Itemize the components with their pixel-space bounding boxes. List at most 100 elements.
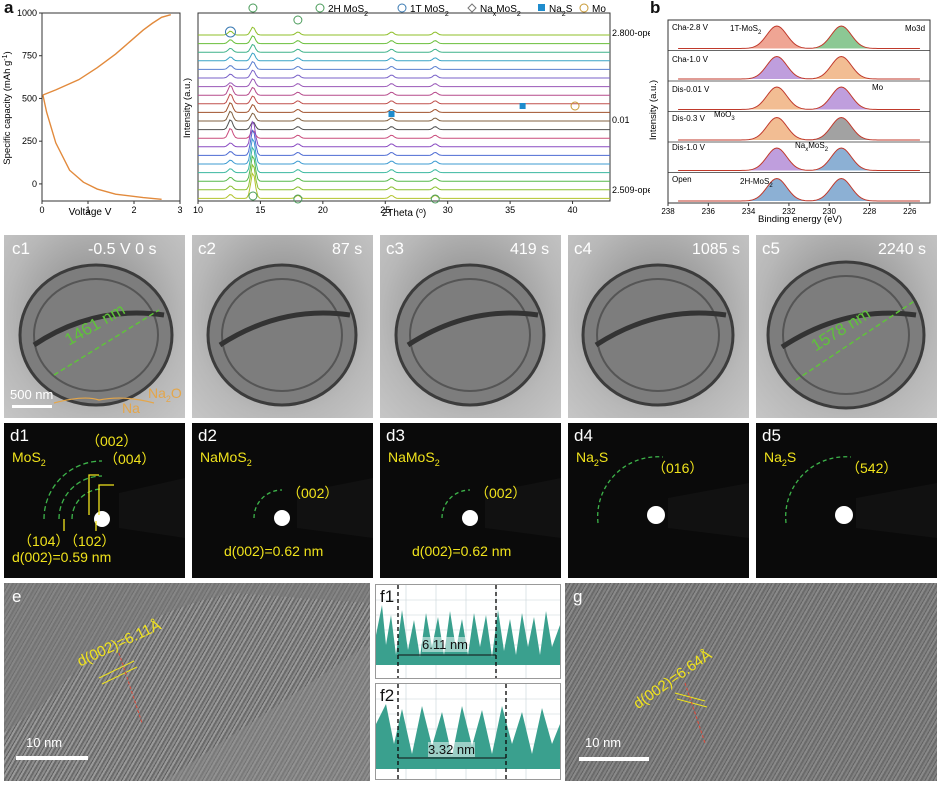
xrd-pattern bbox=[198, 110, 610, 122]
row-label-cha10: Cha-1.0 V bbox=[672, 55, 709, 64]
xps-peak bbox=[678, 87, 920, 110]
y-tick-label: 1000 bbox=[17, 8, 37, 18]
tem-image-c4: c4 1085 s bbox=[568, 235, 749, 418]
xps-peak bbox=[678, 178, 920, 201]
xps-peak bbox=[678, 117, 920, 140]
label-2509-open: 2.509-open bbox=[612, 185, 650, 195]
xrd-pattern bbox=[198, 137, 610, 165]
panel-label-c2: c2 bbox=[198, 239, 216, 258]
xrd-pattern bbox=[198, 43, 610, 53]
ring-002-d2: （002） bbox=[287, 485, 339, 501]
row-label-dis03: Dis-0.3 V bbox=[672, 114, 706, 123]
x-tick-label: 20 bbox=[318, 205, 328, 215]
ring-002-d3: （002） bbox=[475, 485, 527, 501]
panel-label-f1: f1 bbox=[380, 587, 395, 606]
title-d4: Na2S bbox=[576, 449, 609, 468]
legend-mo-icon bbox=[579, 3, 589, 13]
x-tick-label: 232 bbox=[782, 207, 796, 216]
row-label-cha28: Cha-2.8 V bbox=[672, 23, 709, 32]
x-tick-label: 226 bbox=[903, 207, 917, 216]
x-tick-label: 230 bbox=[823, 207, 837, 216]
annot-2h-mos2: 2H-MoS2 bbox=[740, 177, 773, 189]
xps-fit bbox=[678, 116, 920, 141]
panel-label-d3: d3 bbox=[386, 426, 405, 445]
time-label-c5: 2240 s bbox=[878, 241, 927, 258]
xps-peak bbox=[678, 148, 920, 171]
profile-plot bbox=[376, 585, 560, 678]
annot-moo: MoO3 bbox=[714, 110, 735, 122]
xps-fit bbox=[678, 55, 920, 80]
xrd-pattern bbox=[198, 119, 610, 131]
xps-fit bbox=[678, 86, 920, 110]
y-axis-label: Intensity (a.u.) bbox=[648, 80, 659, 140]
diffraction-rings bbox=[253, 478, 373, 538]
xps-spectra bbox=[668, 25, 930, 202]
particle-outline bbox=[766, 260, 926, 410]
annot-mo3d: Mo3d bbox=[905, 24, 925, 33]
xrd-pattern bbox=[198, 26, 610, 36]
panel-label-c1: c1 bbox=[12, 239, 30, 258]
xps-chart: 238 236 234 232 230 228 226 Binding energy (eV… bbox=[648, 19, 931, 225]
ring-004-d1: （004） bbox=[104, 451, 156, 467]
line-profile-f1: f1 6.11 nm bbox=[375, 584, 561, 679]
ring-016-d4: （016） bbox=[652, 460, 704, 476]
panel-label-b: b bbox=[650, 0, 661, 17]
d-spacing-d1: d(002)=0.59 nm bbox=[12, 549, 112, 565]
row-label-dis10: Dis-1.0 V bbox=[672, 143, 706, 152]
scale-bar-g: 10 nm bbox=[585, 735, 622, 750]
x-tick-label: 3 bbox=[177, 205, 182, 215]
xps-peak bbox=[678, 26, 920, 49]
particle-outline bbox=[12, 263, 174, 408]
legend-2h: 2H MoS2 bbox=[328, 4, 368, 18]
x-tick-label: 236 bbox=[702, 207, 716, 216]
xrd-pattern bbox=[198, 61, 610, 70]
y-ticks: 0 250 500 750 1000 bbox=[17, 8, 42, 189]
x-axis-label: Voltage V bbox=[69, 207, 112, 218]
xrd-pattern bbox=[198, 93, 610, 105]
marker-2h-icon bbox=[293, 15, 303, 25]
plot-frame bbox=[197, 12, 611, 202]
diffraction-rings bbox=[785, 456, 937, 538]
y-tick-label: 250 bbox=[22, 136, 37, 146]
ring-002-d1: （002） bbox=[86, 433, 138, 449]
time-label-c1: -0.5 V 0 s bbox=[88, 241, 157, 258]
xps-peak bbox=[678, 56, 920, 79]
x-tick-label: 35 bbox=[505, 205, 515, 215]
xrd-pattern bbox=[198, 172, 610, 199]
title-d1: MoS2 bbox=[12, 449, 46, 468]
xps-fit bbox=[678, 25, 920, 49]
x-tick-label: 228 bbox=[863, 207, 877, 216]
xrd-legend: 2H MoS2 1T MoS2 NaxMoS2 Na2S Mo bbox=[315, 3, 606, 18]
x-axis-label: Binding energy (eV) bbox=[758, 214, 842, 225]
measure-f1: 6.11 nm bbox=[422, 637, 469, 652]
panel-label-a: a bbox=[4, 0, 14, 17]
label-001: 0.01 bbox=[612, 115, 630, 125]
particle-outline bbox=[206, 263, 358, 407]
hrtem-image-g: g d(002)=6.64Å 10 nm bbox=[565, 583, 937, 781]
x-tick-label: 234 bbox=[742, 207, 756, 216]
x-ticks: 238 236 234 232 230 228 226 bbox=[661, 203, 917, 216]
panel-label-c3: c3 bbox=[386, 239, 404, 258]
panel-label-c5: c5 bbox=[762, 239, 780, 258]
scale-bar-c1: 500 nm bbox=[10, 387, 54, 402]
y-axis-label: Intensity (a.u.) bbox=[182, 78, 193, 138]
tem-image-c3: c3 419 s bbox=[380, 235, 561, 418]
panel-label-g: g bbox=[573, 587, 583, 606]
y-tick-label: 750 bbox=[22, 51, 37, 61]
label-2800-open: 2.800-open bbox=[612, 28, 650, 38]
tem-image-c2: c2 87 s bbox=[192, 235, 373, 418]
particle-outline bbox=[394, 263, 546, 407]
x-axis-label: 2Theta (o) bbox=[382, 208, 427, 220]
label-na2o: Na2O bbox=[148, 385, 182, 404]
x-tick-label: 1 bbox=[85, 205, 90, 215]
x-tick-label: 0 bbox=[39, 205, 44, 215]
ring-104-d1: （104） bbox=[18, 533, 70, 549]
panel-label-c4: c4 bbox=[574, 239, 592, 258]
tem-image-c5: c5 2240 s 1578 nm bbox=[756, 235, 937, 418]
hrtem-overlay bbox=[4, 583, 370, 781]
scale-bar-e: 10 nm bbox=[26, 735, 63, 750]
xrd-pattern bbox=[198, 102, 610, 113]
saed-pattern-d3: d3 NaMoS2 （002） d(002)=0.62 nm bbox=[380, 423, 561, 578]
xps-fit bbox=[678, 177, 920, 202]
xrd-pattern bbox=[198, 52, 610, 62]
